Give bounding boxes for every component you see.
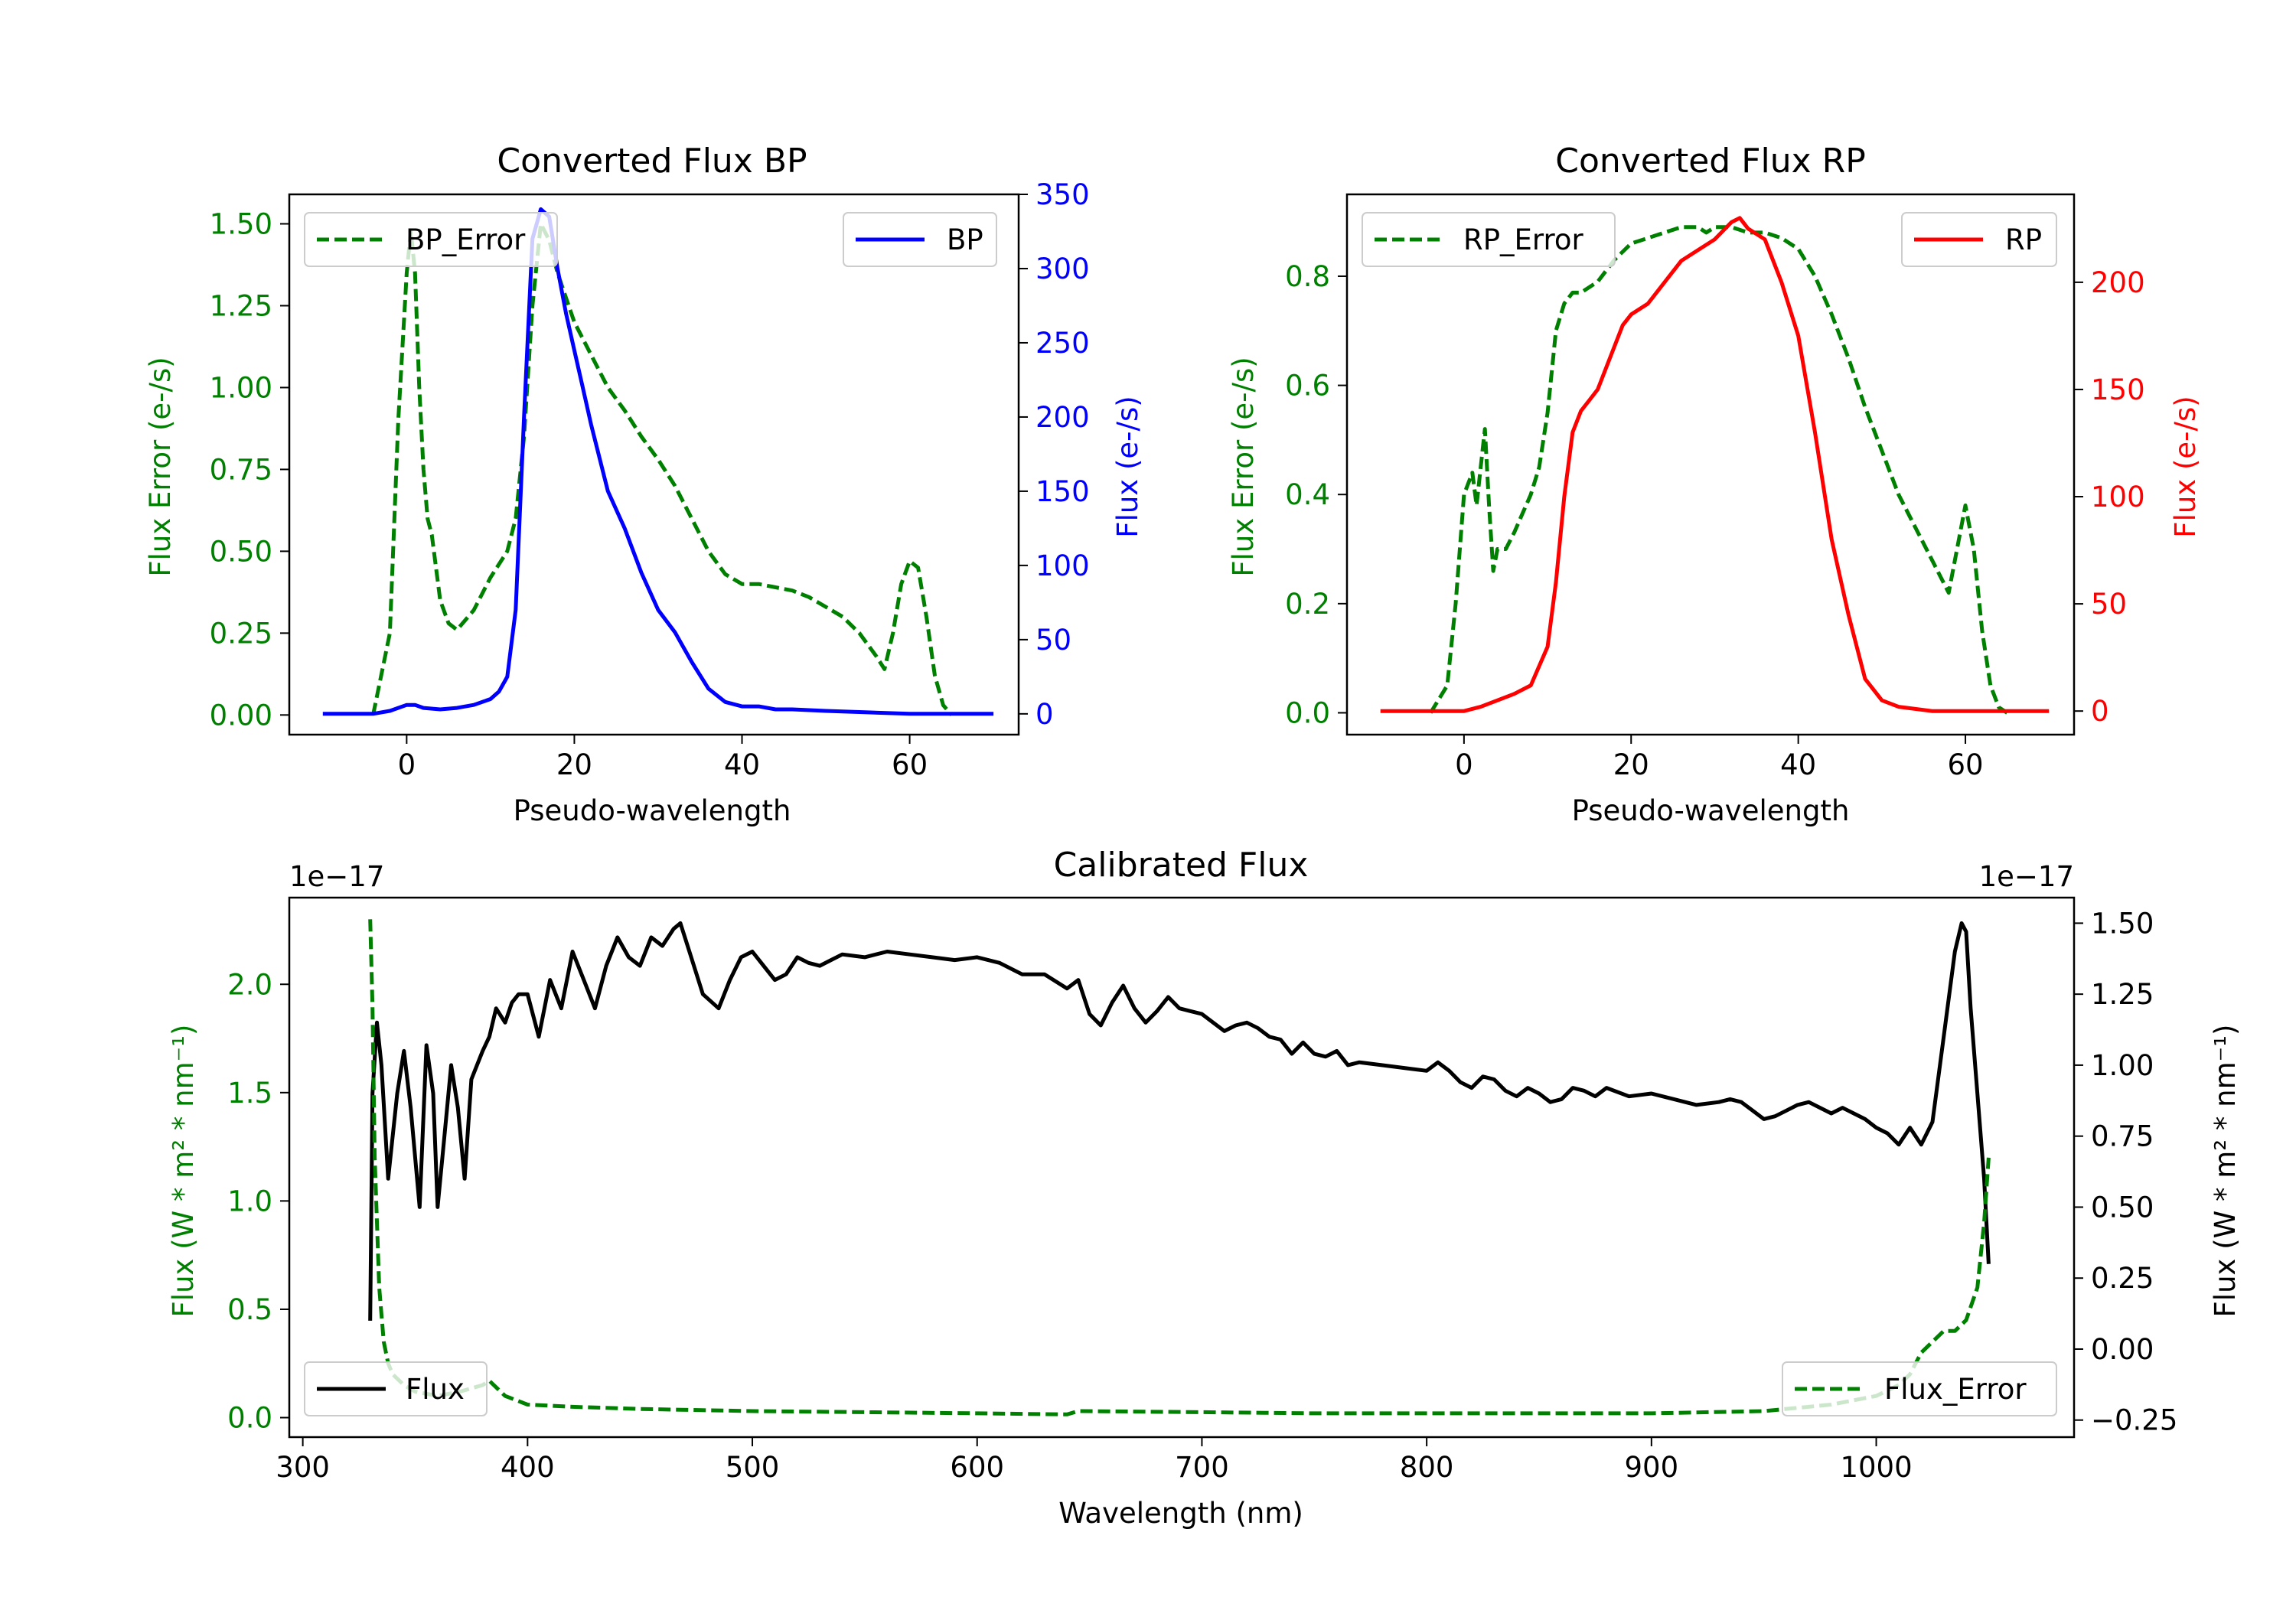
series-line-rp [1380, 216, 2050, 713]
legend-bp: BP [843, 212, 997, 267]
legend-label-flux-error: Flux_Error [1884, 1373, 2027, 1406]
offset-label-right: 1e−17 [1979, 860, 2074, 893]
plot-area-rp: 0 20 40 60 0.0 0.2 0.4 0.6 0.8 0 50 100 150 200 [1285, 193, 2145, 781]
right-y-tick-label: 1.25 [2091, 978, 2154, 1011]
right-y-tick-label: 200 [1035, 401, 1090, 434]
right-y-tick-label: 300 [1035, 253, 1090, 285]
legend-flux: Flux [304, 1361, 488, 1416]
x-tick-label: 0 [1455, 748, 1473, 781]
right-y-tick-label: 0.75 [2091, 1120, 2154, 1153]
x-tick-label: 0 [398, 748, 416, 781]
left-y-tick-label: 1.50 [210, 208, 272, 241]
axes-frame [288, 193, 1020, 736]
plot-area-bp: 0 20 40 60 0.00 0.25 0.50 0.75 1.00 1.25 1.50 0 50 10… [210, 178, 1090, 781]
left-y-tick-label: 0.6 [1285, 370, 1330, 403]
right-y-tick-label: 1.00 [2091, 1049, 2154, 1082]
right-axis-label-bp: Flux (e-/s) [1111, 396, 1144, 537]
x-tick-label: 1000 [1840, 1451, 1912, 1484]
chart-title-rp: Converted Flux RP [1555, 142, 1866, 181]
right-y-tick-label: −0.25 [2091, 1404, 2177, 1437]
legend-box [1362, 212, 1616, 267]
right-y-tick-label: 50 [1035, 624, 1071, 657]
right-y-tick-label: 150 [1035, 475, 1090, 508]
right-y-tick-label: 100 [2091, 481, 2145, 513]
left-y-tick-label: 1.0 [227, 1185, 272, 1217]
legend-label-bp: BP [947, 223, 983, 256]
x-axis-label-rp: Pseudo-wavelength [1572, 794, 1850, 827]
legend-label-rp-error: RP_Error [1463, 223, 1583, 256]
series-line-bp [322, 207, 994, 716]
right-y-tick-label: 1.50 [2091, 907, 2154, 940]
legend-label-flux: Flux [406, 1373, 465, 1406]
series-line-flux [368, 921, 1991, 1321]
left-y-tick-label: 0.50 [210, 535, 272, 568]
legend-box [1782, 1361, 2057, 1416]
legend-box [304, 212, 558, 267]
chart-bp: Converted Flux BP Pseudo-wavelength Flux… [144, 142, 1144, 827]
legend-rp-error: RP_Error [1362, 212, 1616, 267]
offset-label-left: 1e−17 [289, 860, 384, 893]
left-y-tick-label: 1.5 [227, 1077, 272, 1110]
right-y-tick-label: 0 [2091, 695, 2109, 728]
right-y-tick-label: 50 [2091, 588, 2127, 621]
legend-box [304, 1361, 488, 1416]
right-y-tick-label: 0.50 [2091, 1191, 2154, 1224]
left-y-tick-label: 1.25 [210, 289, 272, 322]
x-tick-label: 700 [1175, 1451, 1229, 1484]
x-tick-label: 60 [1947, 748, 1983, 781]
axes-frame [288, 896, 2076, 1439]
legend-label-rp: RP [2005, 223, 2042, 256]
legend-flux-error: Flux_Error [1782, 1361, 2057, 1416]
left-y-tick-label: 0.4 [1285, 478, 1330, 511]
right-y-tick-label: 200 [2091, 266, 2145, 299]
x-axis-label-bp: Pseudo-wavelength [514, 794, 791, 827]
left-y-tick-label: 0.0 [227, 1402, 272, 1435]
right-axis-label-rp: Flux (e-/s) [2169, 396, 2202, 537]
right-y-tick-label: 100 [1035, 549, 1090, 582]
left-y-tick-label: 1.00 [210, 371, 272, 404]
x-tick-label: 300 [276, 1451, 330, 1484]
right-axis-label-calibrated: Flux (W * m² * nm⁻¹) [2209, 1025, 2242, 1318]
chart-calibrated: Calibrated Flux Wavelength (nm) 1e−17 1e… [167, 846, 2242, 1530]
x-tick-label: 60 [892, 748, 928, 781]
left-axis-label-bp: Flux Error (e-/s) [144, 357, 177, 576]
x-tick-label: 40 [1780, 748, 1816, 781]
left-axis-label-rp: Flux Error (e-/s) [1227, 357, 1260, 576]
right-y-tick-label: 0 [1035, 698, 1054, 731]
left-y-tick-label: 0.25 [210, 617, 272, 650]
right-y-tick-label: 150 [2091, 373, 2145, 406]
left-y-tick-label: 2.0 [227, 968, 272, 1001]
chart-title-calibrated: Calibrated Flux [1054, 846, 1309, 885]
legend-rp: RP [1901, 212, 2057, 267]
x-tick-label: 800 [1400, 1451, 1454, 1484]
left-axis-label-calibrated: Flux (W * m² * nm⁻¹) [167, 1025, 200, 1318]
right-y-tick-label: 0.00 [2091, 1333, 2154, 1366]
right-y-tick-label: 250 [1035, 327, 1090, 360]
left-y-tick-label: 0.00 [210, 699, 272, 732]
left-y-tick-label: 0.5 [227, 1293, 272, 1326]
series-line-bp-error [371, 222, 954, 716]
x-tick-label: 900 [1625, 1451, 1679, 1484]
legend-label-bp-error: BP_Error [406, 223, 526, 256]
chart-rp: Converted Flux RP Pseudo-wavelength Flux… [1227, 142, 2202, 827]
x-tick-label: 20 [1613, 748, 1649, 781]
left-y-tick-label: 0.8 [1285, 260, 1330, 293]
right-y-tick-label: 0.25 [2091, 1262, 2154, 1295]
left-y-tick-label: 0.75 [210, 453, 272, 486]
x-axis-label-calibrated: Wavelength (nm) [1058, 1497, 1303, 1530]
right-y-tick-label: 350 [1035, 178, 1090, 211]
x-tick-label: 20 [556, 748, 592, 781]
left-y-tick-label: 0.2 [1285, 588, 1330, 621]
x-tick-label: 500 [726, 1451, 780, 1484]
x-tick-label: 40 [724, 748, 760, 781]
left-y-tick-label: 0.0 [1285, 696, 1330, 729]
legend-bp-error: BP_Error [304, 212, 558, 267]
x-tick-label: 400 [501, 1451, 555, 1484]
axes-frame [1345, 193, 2076, 736]
chart-title-bp: Converted Flux BP [497, 142, 807, 181]
x-tick-label: 600 [950, 1451, 1004, 1484]
